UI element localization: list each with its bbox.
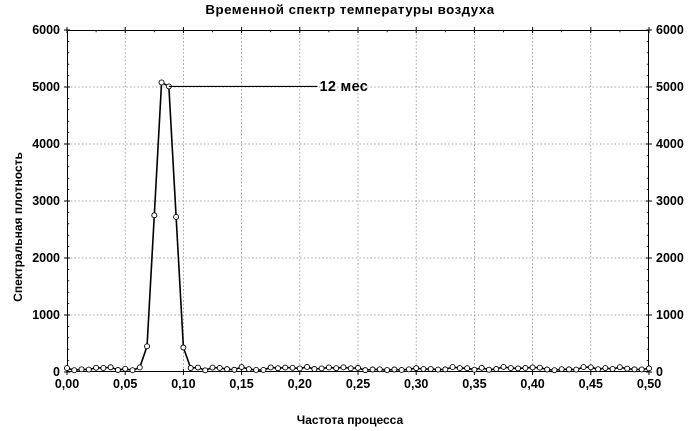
svg-text:4000: 4000 [32,137,60,151]
svg-text:Спектральная плотность: Спектральная плотность [11,152,25,302]
svg-text:2000: 2000 [32,251,60,265]
svg-text:Частота процесса: Частота процесса [297,413,404,427]
svg-text:0,25: 0,25 [346,377,370,391]
svg-text:0,45: 0,45 [579,377,603,391]
svg-text:4000: 4000 [656,137,684,151]
svg-text:1000: 1000 [656,308,684,322]
svg-text:3000: 3000 [32,194,60,208]
svg-text:0,15: 0,15 [229,377,253,391]
svg-text:3000: 3000 [656,194,684,208]
svg-text:0,05: 0,05 [113,377,137,391]
svg-text:2000: 2000 [656,251,684,265]
svg-text:12 мес: 12 мес [320,79,369,95]
svg-text:0,00: 0,00 [55,377,79,391]
svg-text:Временной спектр температуры в: Временной спектр температуры воздуха [205,2,494,17]
svg-text:1000: 1000 [32,308,60,322]
svg-text:0,50: 0,50 [637,377,661,391]
svg-text:0,35: 0,35 [462,377,486,391]
svg-text:5000: 5000 [656,80,684,94]
svg-text:6000: 6000 [32,23,60,37]
svg-text:0,40: 0,40 [520,377,544,391]
svg-text:0,30: 0,30 [404,377,428,391]
svg-text:5000: 5000 [32,80,60,94]
svg-text:6000: 6000 [656,23,684,37]
svg-text:0,10: 0,10 [171,377,195,391]
svg-text:0,20: 0,20 [288,377,312,391]
